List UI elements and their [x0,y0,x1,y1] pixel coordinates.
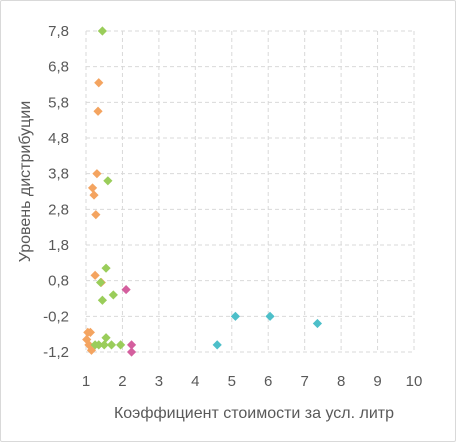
data-point-series-2 [97,295,107,305]
x-tick-label: 10 [406,373,423,390]
x-tick-label: 4 [191,373,199,390]
x-tick-label: 9 [373,373,381,390]
data-point-series-1 [89,190,99,200]
x-tick-label: 8 [337,373,345,390]
x-tick-label: 5 [228,373,236,390]
data-point-series-2 [106,340,117,350]
y-tick-label: 4,8 [48,130,69,147]
data-point-series-2 [99,340,109,350]
data-point-series-1 [93,106,103,116]
data-point-series-2 [101,333,111,343]
x-tick-label: 3 [155,373,163,390]
data-points [82,26,323,357]
data-point-series-2 [97,26,107,36]
x-tick-label: 1 [82,373,90,390]
data-point-series-4 [265,311,275,321]
data-point-series-3 [126,340,137,350]
y-tick-label: 2,8 [48,201,69,218]
data-point-series-2 [108,290,118,300]
data-point-series-1 [90,270,100,280]
y-tick-label: 7,8 [48,23,69,40]
data-point-series-2 [103,176,113,186]
x-axis-title: Коэффициент стоимости за усл. литр [114,405,394,422]
data-point-series-4 [212,340,222,350]
y-tick-label: 5,8 [48,94,69,111]
data-point-series-3 [126,347,137,357]
data-point-series-2 [101,263,111,273]
x-tick-label: 2 [118,373,126,390]
data-point-series-1 [94,78,104,88]
y-tick-label: -1,2 [43,344,69,361]
data-point-series-1 [85,327,95,337]
data-point-series-2 [95,277,106,288]
data-point-series-1 [92,169,102,179]
x-axis-ticks: 1 2 3 4 5 6 7 8 9 10 [82,373,423,390]
data-point-series-2 [90,340,100,350]
data-point-series-1 [84,340,94,350]
data-point-series-1 [91,210,101,220]
data-point-series-4 [312,318,323,329]
data-point-series-2 [116,340,126,350]
y-axis-ticks: -1,2 -0,2 0,8 1,8 2,8 3,8 4,8 5,8 6,8 7,8 [43,23,69,361]
x-tick-label: 7 [300,373,308,390]
y-tick-label: 6,8 [48,59,69,76]
y-tick-label: 1,8 [48,237,69,254]
data-point-series-4 [230,311,241,321]
grid-lines [85,30,415,353]
x-tick-label: 6 [264,373,272,390]
y-tick-label: 3,8 [48,166,69,183]
y-tick-label: 0,8 [48,273,69,290]
data-point-series-1 [87,183,98,193]
y-tick-label: -0,2 [43,308,69,325]
data-point-series-3 [121,284,131,295]
y-axis-title: Уровень дистрибуции [17,101,34,262]
